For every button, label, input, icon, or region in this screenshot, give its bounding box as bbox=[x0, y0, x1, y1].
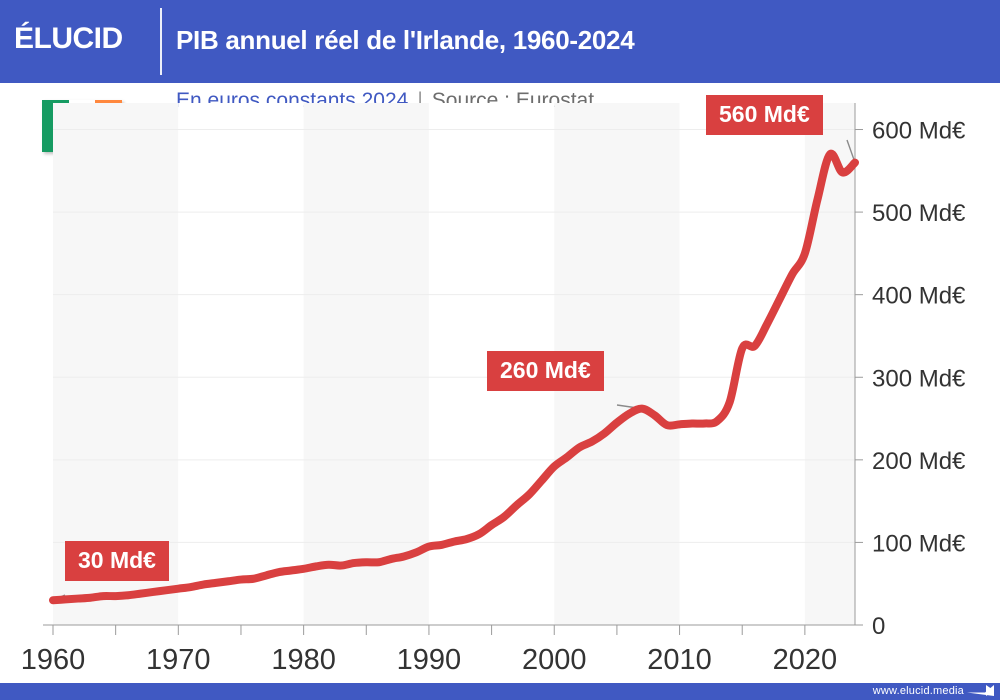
brand-logo: ÉLUCID bbox=[14, 22, 123, 55]
x-axis-tick-label: 1970 bbox=[146, 644, 211, 676]
decade-band bbox=[178, 103, 304, 625]
gdp-line bbox=[49, 149, 859, 605]
y-axis-tick-label: 500 Md€ bbox=[872, 200, 966, 227]
y-axis-tick-label: 0 bbox=[872, 613, 885, 640]
y-axis-tick-label: 300 Md€ bbox=[872, 365, 966, 392]
decade-band bbox=[679, 103, 805, 625]
footer-bar bbox=[0, 683, 1000, 700]
y-axis: 0 100 Md€ 200 Md€ 300 Md€ 400 Md€ 500 Md€ 600 … bbox=[854, 103, 966, 640]
decade-band bbox=[303, 103, 429, 625]
annotation-label-1960: 30 Md€ bbox=[65, 541, 169, 581]
footer-website-url: www.elucid.media bbox=[872, 685, 964, 697]
x-axis-tick-label: 2000 bbox=[522, 644, 587, 676]
chart-gridlines bbox=[53, 129, 855, 626]
x-axis-tick-label: 1960 bbox=[21, 644, 86, 676]
chart-container: 0 100 Md€ 200 Md€ 300 Md€ 400 Md€ 500 Md€ 600 … bbox=[0, 83, 1000, 683]
y-axis-tick-label: 200 Md€ bbox=[872, 448, 966, 475]
data-series-group bbox=[49, 149, 859, 605]
elucid-arrow-icon bbox=[967, 685, 994, 696]
brand-divider bbox=[160, 8, 162, 75]
annotation-label-2007: 260 Md€ bbox=[487, 351, 604, 391]
header-bar: ÉLUCID PIB annuel réel de l'Irlande, 196… bbox=[0, 0, 1000, 83]
annotation-label-2024: 560 Md€ bbox=[706, 95, 823, 135]
chart-background-bands bbox=[53, 103, 855, 625]
subtitle-separator: | bbox=[417, 89, 423, 112]
y-axis-tick-label: 400 Md€ bbox=[872, 283, 966, 310]
y-axis-tick-label: 600 Md€ bbox=[872, 118, 966, 145]
x-axis-tick-label: 1990 bbox=[397, 644, 462, 676]
decade-band bbox=[804, 103, 855, 625]
x-axis: 1960 1970 1980 1990 2000 2010 2020 bbox=[21, 624, 855, 676]
line-chart: 0 100 Md€ 200 Md€ 300 Md€ 400 Md€ 500 Md€ 600 … bbox=[21, 103, 966, 676]
y-axis-tick-label: 100 Md€ bbox=[872, 530, 966, 557]
x-axis-tick-label: 2010 bbox=[647, 644, 712, 676]
decade-band bbox=[53, 103, 179, 625]
page-title: PIB annuel réel de l'Irlande, 1960-2024 bbox=[176, 25, 635, 55]
x-axis-tick-label: 1980 bbox=[271, 644, 336, 676]
x-axis-tick-label: 2020 bbox=[773, 644, 838, 676]
